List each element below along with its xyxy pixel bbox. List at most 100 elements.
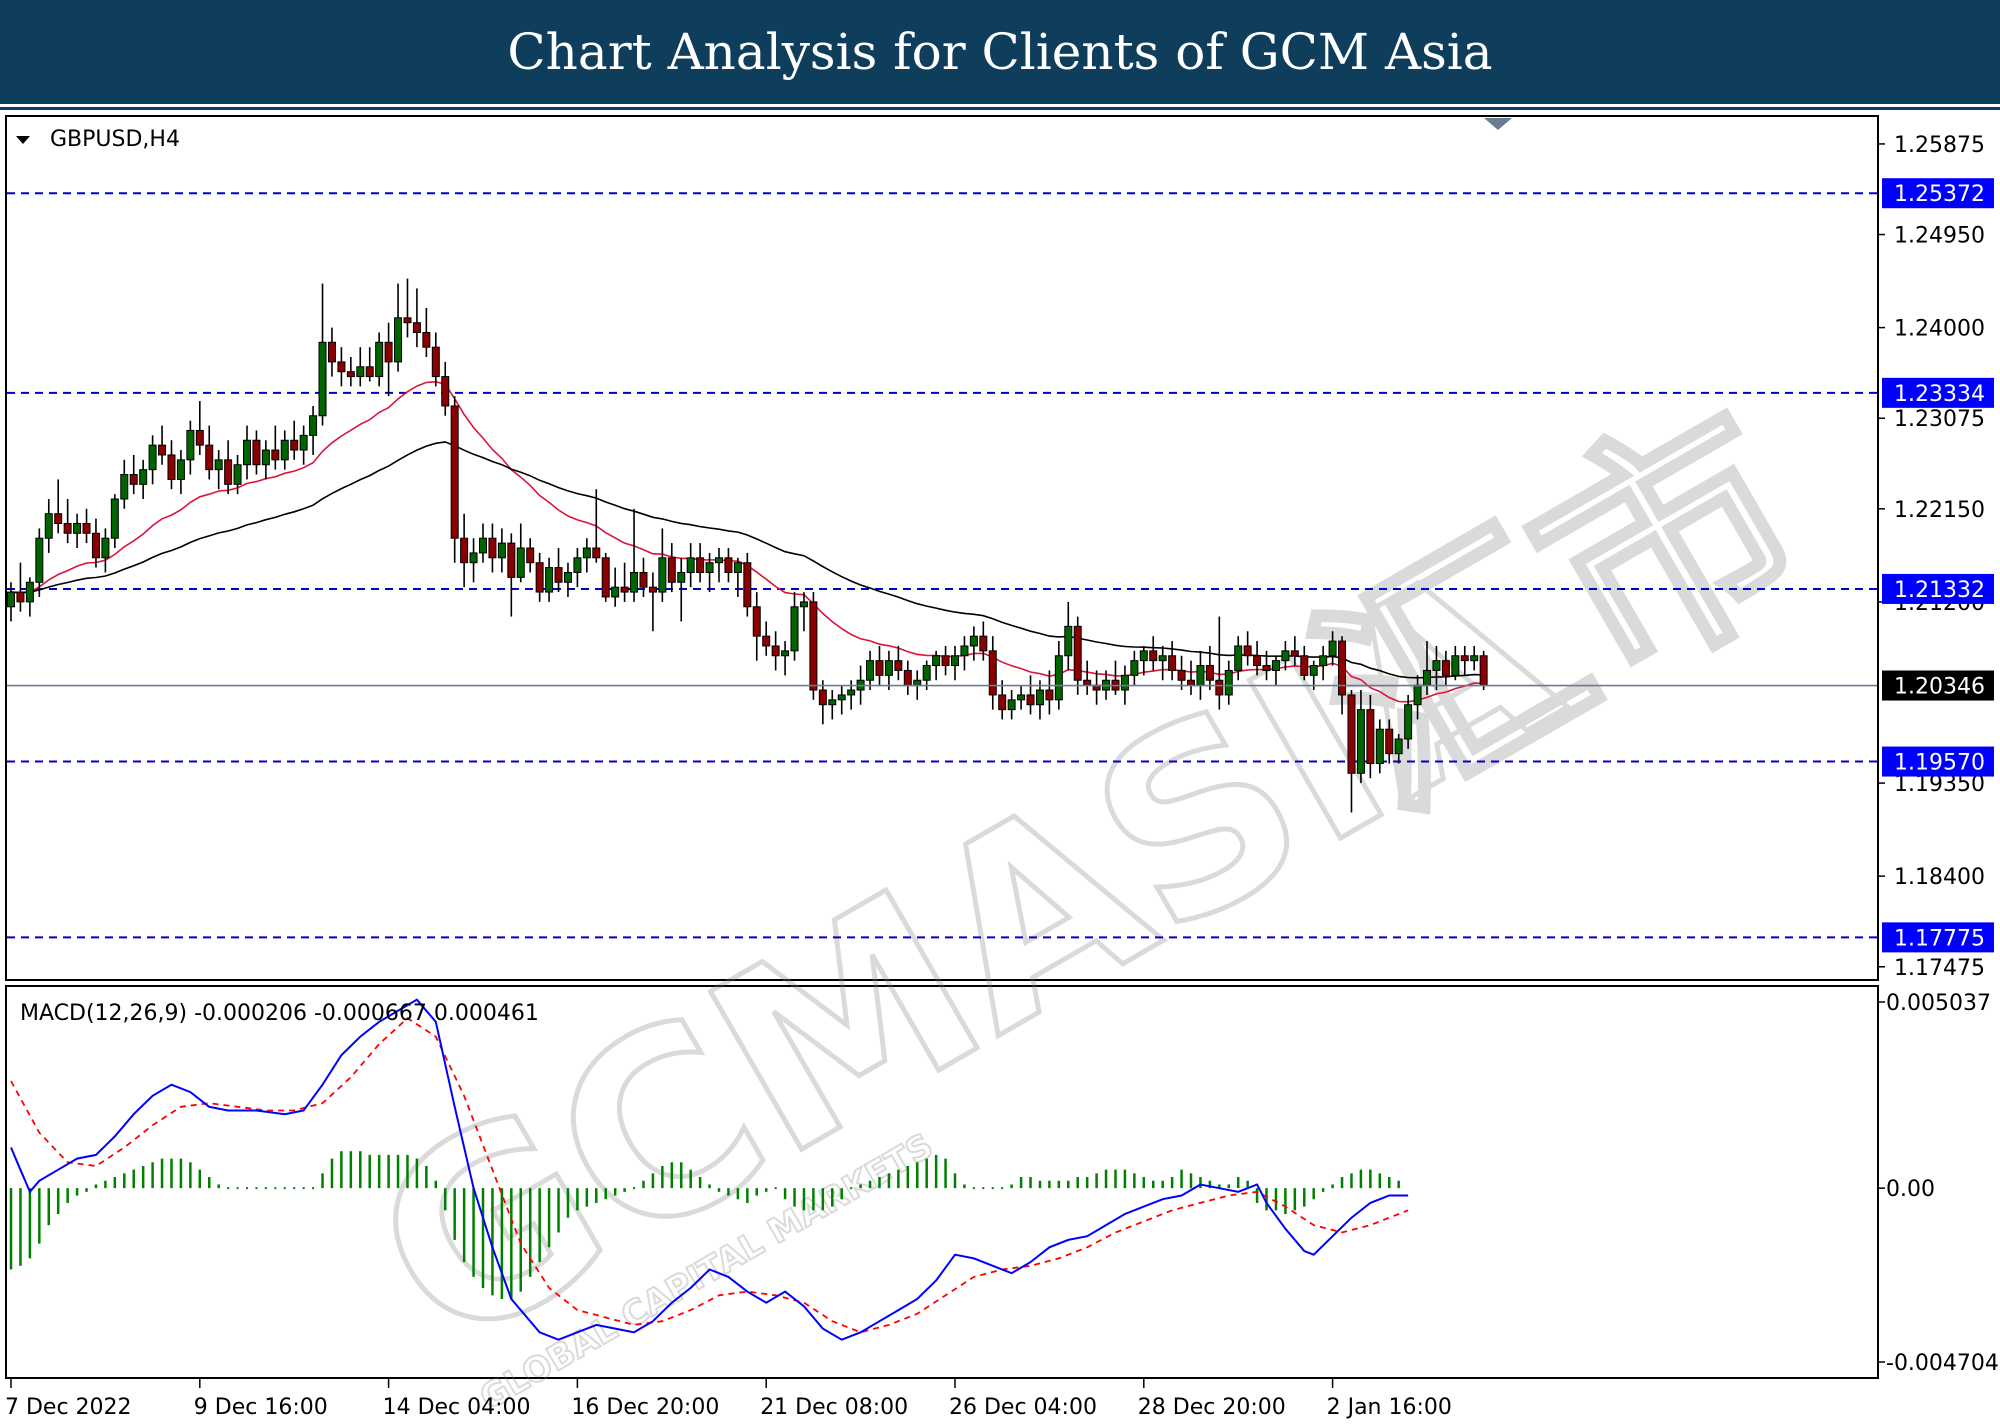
candle xyxy=(261,440,270,480)
candle-body xyxy=(941,655,950,667)
candle-body xyxy=(375,341,384,378)
candle-body xyxy=(460,537,469,564)
price-tick-label: 1.24000 xyxy=(1894,317,1985,342)
histogram-bar xyxy=(991,1187,994,1190)
candle xyxy=(1271,655,1280,686)
candle-body xyxy=(1224,669,1233,696)
candle-body xyxy=(979,635,988,652)
candle xyxy=(394,283,403,372)
candle-body xyxy=(828,699,837,706)
candle xyxy=(705,552,714,593)
candle xyxy=(677,557,686,622)
candle-body xyxy=(913,679,922,686)
candle xyxy=(346,356,355,387)
candle-body xyxy=(290,439,299,451)
candle-body xyxy=(1149,650,1158,662)
candle xyxy=(1130,650,1139,686)
candle xyxy=(1035,680,1044,720)
candle xyxy=(828,690,837,720)
level-tag-label: 1.23334 xyxy=(1894,382,1985,407)
time-tick-label: 14 Dec 04:00 xyxy=(383,1395,531,1420)
candle-body xyxy=(233,464,242,485)
candle xyxy=(582,538,591,573)
candle-body xyxy=(1309,665,1318,676)
candle xyxy=(1243,631,1252,666)
candle xyxy=(743,552,752,617)
level-tag xyxy=(1882,178,1994,209)
histogram-bar xyxy=(982,1187,985,1190)
candle-body xyxy=(1441,660,1450,676)
candle xyxy=(639,557,648,597)
candle-body xyxy=(837,694,846,701)
candle xyxy=(224,440,233,495)
candle-body xyxy=(960,645,969,657)
candle-body xyxy=(1375,728,1384,764)
candle-body xyxy=(715,557,723,564)
candle-body xyxy=(365,366,374,378)
macd-tick-label: -0.004704 xyxy=(1886,1351,1999,1376)
candle xyxy=(1470,645,1479,671)
candle xyxy=(979,621,988,661)
candle xyxy=(1064,601,1073,671)
candle xyxy=(752,592,761,661)
candle xyxy=(1385,719,1394,764)
candle xyxy=(951,645,959,681)
candle xyxy=(1215,616,1224,710)
candle xyxy=(733,557,742,597)
candle-body xyxy=(1045,689,1054,701)
candle xyxy=(7,582,15,622)
candle-body xyxy=(1139,650,1148,662)
candle xyxy=(488,523,497,573)
candle xyxy=(1168,641,1177,681)
candle-body xyxy=(894,660,903,671)
candle-body xyxy=(441,376,450,407)
candle-body xyxy=(799,601,808,608)
candle xyxy=(1017,685,1026,710)
candle-body xyxy=(1026,694,1035,706)
candle-body xyxy=(25,581,34,603)
candle xyxy=(988,636,997,710)
symbol-dropdown-icon[interactable] xyxy=(16,136,30,144)
candle-body xyxy=(129,474,138,485)
candle xyxy=(479,523,487,563)
candle xyxy=(799,592,808,632)
candle xyxy=(686,543,695,588)
candle-body xyxy=(205,444,214,471)
chart-shift-marker-icon[interactable] xyxy=(1484,118,1512,130)
candle xyxy=(620,562,629,602)
candle xyxy=(497,528,506,573)
candle-body xyxy=(884,660,893,676)
candle-body xyxy=(431,346,440,378)
candle-body xyxy=(667,557,676,583)
price-panel-frame xyxy=(5,115,1879,981)
macd-indicator xyxy=(9,998,1409,1341)
candle xyxy=(771,631,780,671)
candle xyxy=(969,626,978,661)
candle-body xyxy=(1271,660,1280,671)
candle-body xyxy=(139,469,148,485)
candle-body xyxy=(110,498,119,539)
time-tick-label: 7 Dec 2022 xyxy=(5,1395,132,1420)
candle-body xyxy=(73,523,82,534)
candle xyxy=(176,450,185,495)
candle xyxy=(25,577,34,617)
candle xyxy=(54,479,63,534)
candle-body xyxy=(677,571,686,583)
candle xyxy=(1224,660,1233,705)
candle xyxy=(44,499,53,553)
candle xyxy=(450,396,459,563)
candle-body xyxy=(1205,665,1214,681)
candle xyxy=(1356,690,1365,784)
candle-body xyxy=(1187,679,1195,686)
histogram-bar xyxy=(293,1187,296,1190)
candle-body xyxy=(16,591,25,603)
candle xyxy=(1007,690,1016,720)
candle-body xyxy=(771,645,780,657)
candle-body xyxy=(1177,669,1186,681)
candle xyxy=(611,567,620,607)
candle-body xyxy=(252,439,261,466)
candle-body xyxy=(932,655,941,667)
candle xyxy=(1300,645,1309,681)
candle-body xyxy=(648,586,657,593)
candle-body xyxy=(1404,704,1413,740)
